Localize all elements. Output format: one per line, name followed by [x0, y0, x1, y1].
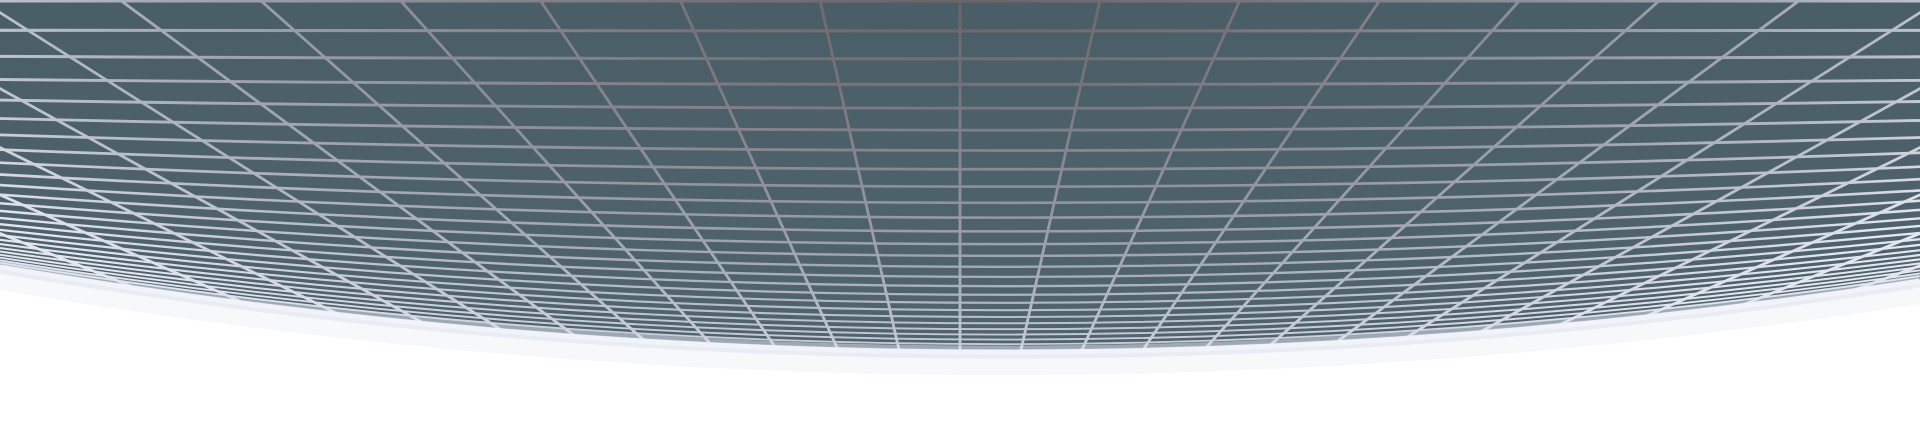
horizon-haze	[0, 264, 1920, 376]
horizon-edge-band	[0, 264, 1920, 355]
